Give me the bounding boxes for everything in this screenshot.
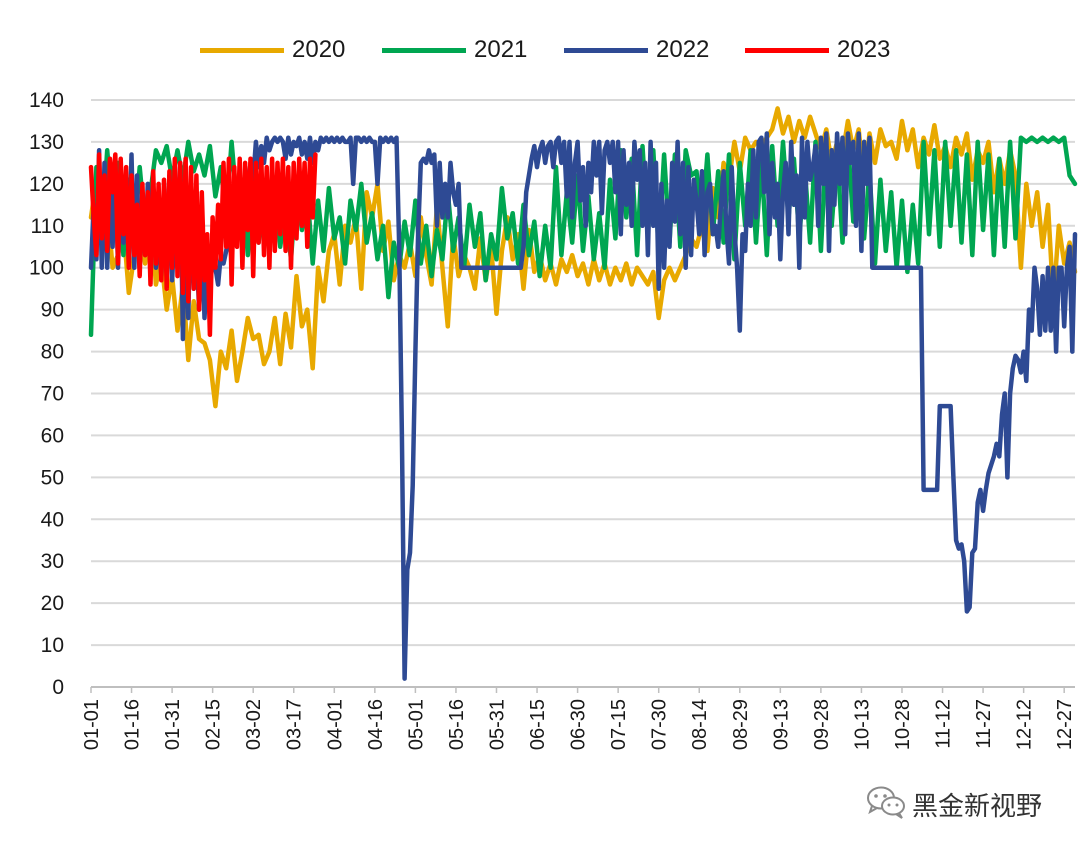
- y-tick-label: 130: [29, 131, 64, 154]
- y-tick-label: 10: [41, 634, 64, 657]
- x-tick-label: 05-16: [446, 699, 468, 750]
- y-tick-label: 80: [41, 341, 64, 364]
- y-tick-label: 140: [29, 89, 64, 112]
- x-tick-label: 05-31: [486, 699, 508, 750]
- x-tick-label: 03-17: [284, 699, 306, 750]
- y-tick-label: 120: [29, 173, 64, 196]
- x-tick-label: 01-31: [162, 699, 184, 750]
- x-tick-label: 10-28: [892, 699, 914, 750]
- legend-swatch: [382, 48, 466, 53]
- x-tick-label: 12-27: [1054, 699, 1076, 750]
- y-tick-label: 20: [41, 592, 64, 615]
- legend-swatch: [200, 48, 284, 53]
- x-tick-label: 10-13: [851, 699, 873, 750]
- x-tick-label: 07-30: [649, 699, 671, 750]
- x-tick-label: 03-02: [243, 699, 265, 750]
- x-tick-label: 09-28: [811, 699, 833, 750]
- y-tick-label: 40: [41, 508, 64, 531]
- x-tick-label: 08-14: [689, 699, 711, 750]
- y-tick-label: 0: [52, 676, 64, 699]
- x-tick-label: 01-01: [81, 699, 103, 750]
- y-tick-label: 60: [41, 424, 64, 447]
- x-tick-label: 04-16: [365, 699, 387, 750]
- x-axis: [90, 686, 1075, 693]
- wechat-icon: [867, 786, 905, 819]
- series-lines: [88, 106, 1078, 681]
- x-tick-label: 11-12: [933, 699, 955, 749]
- x-tick-label: 07-15: [608, 699, 630, 750]
- legend-label: 2022: [656, 36, 710, 63]
- series-line-2023: [88, 152, 318, 338]
- series-line-2020: [88, 106, 1078, 409]
- legend-label: 2020: [292, 36, 346, 63]
- x-tick-label: 11-27: [973, 699, 995, 749]
- y-tick-label: 50: [41, 466, 64, 489]
- x-tick-label: 05-01: [405, 699, 427, 750]
- y-axis-ticks: 0 10 20 30 40 50 60 70 80 90 100 110 120 130 140: [29, 89, 64, 699]
- y-tick-label: 70: [41, 383, 64, 406]
- y-tick-label: 110: [31, 215, 64, 238]
- legend-swatch: [745, 48, 829, 53]
- x-tick-label: 04-01: [324, 699, 346, 750]
- legend-label: 2021: [474, 36, 528, 63]
- watermark: 黑金新视野: [866, 784, 1042, 822]
- y-tick-label: 100: [29, 257, 64, 280]
- y-tick-label: 90: [41, 299, 64, 322]
- legend: 2020 2021 2022 2023: [0, 30, 1080, 70]
- x-tick-label: 01-16: [122, 699, 144, 750]
- x-tick-label: 09-13: [770, 699, 792, 750]
- x-tick-label: 08-29: [730, 699, 752, 750]
- legend-swatch: [564, 48, 648, 53]
- x-axis-ticks: 01-01 01-16 01-31 02-15 03-02 03-17 04-01 04-16…: [81, 699, 1076, 750]
- x-tick-label: 06-30: [568, 699, 590, 750]
- x-tick-label: 02-15: [203, 699, 225, 750]
- watermark-text: 黑金新视野: [912, 792, 1043, 822]
- legend-label: 2023: [837, 36, 891, 63]
- x-tick-label: 06-15: [527, 699, 549, 750]
- x-tick-label: 12-12: [1014, 699, 1036, 750]
- y-tick-label: 30: [41, 550, 64, 573]
